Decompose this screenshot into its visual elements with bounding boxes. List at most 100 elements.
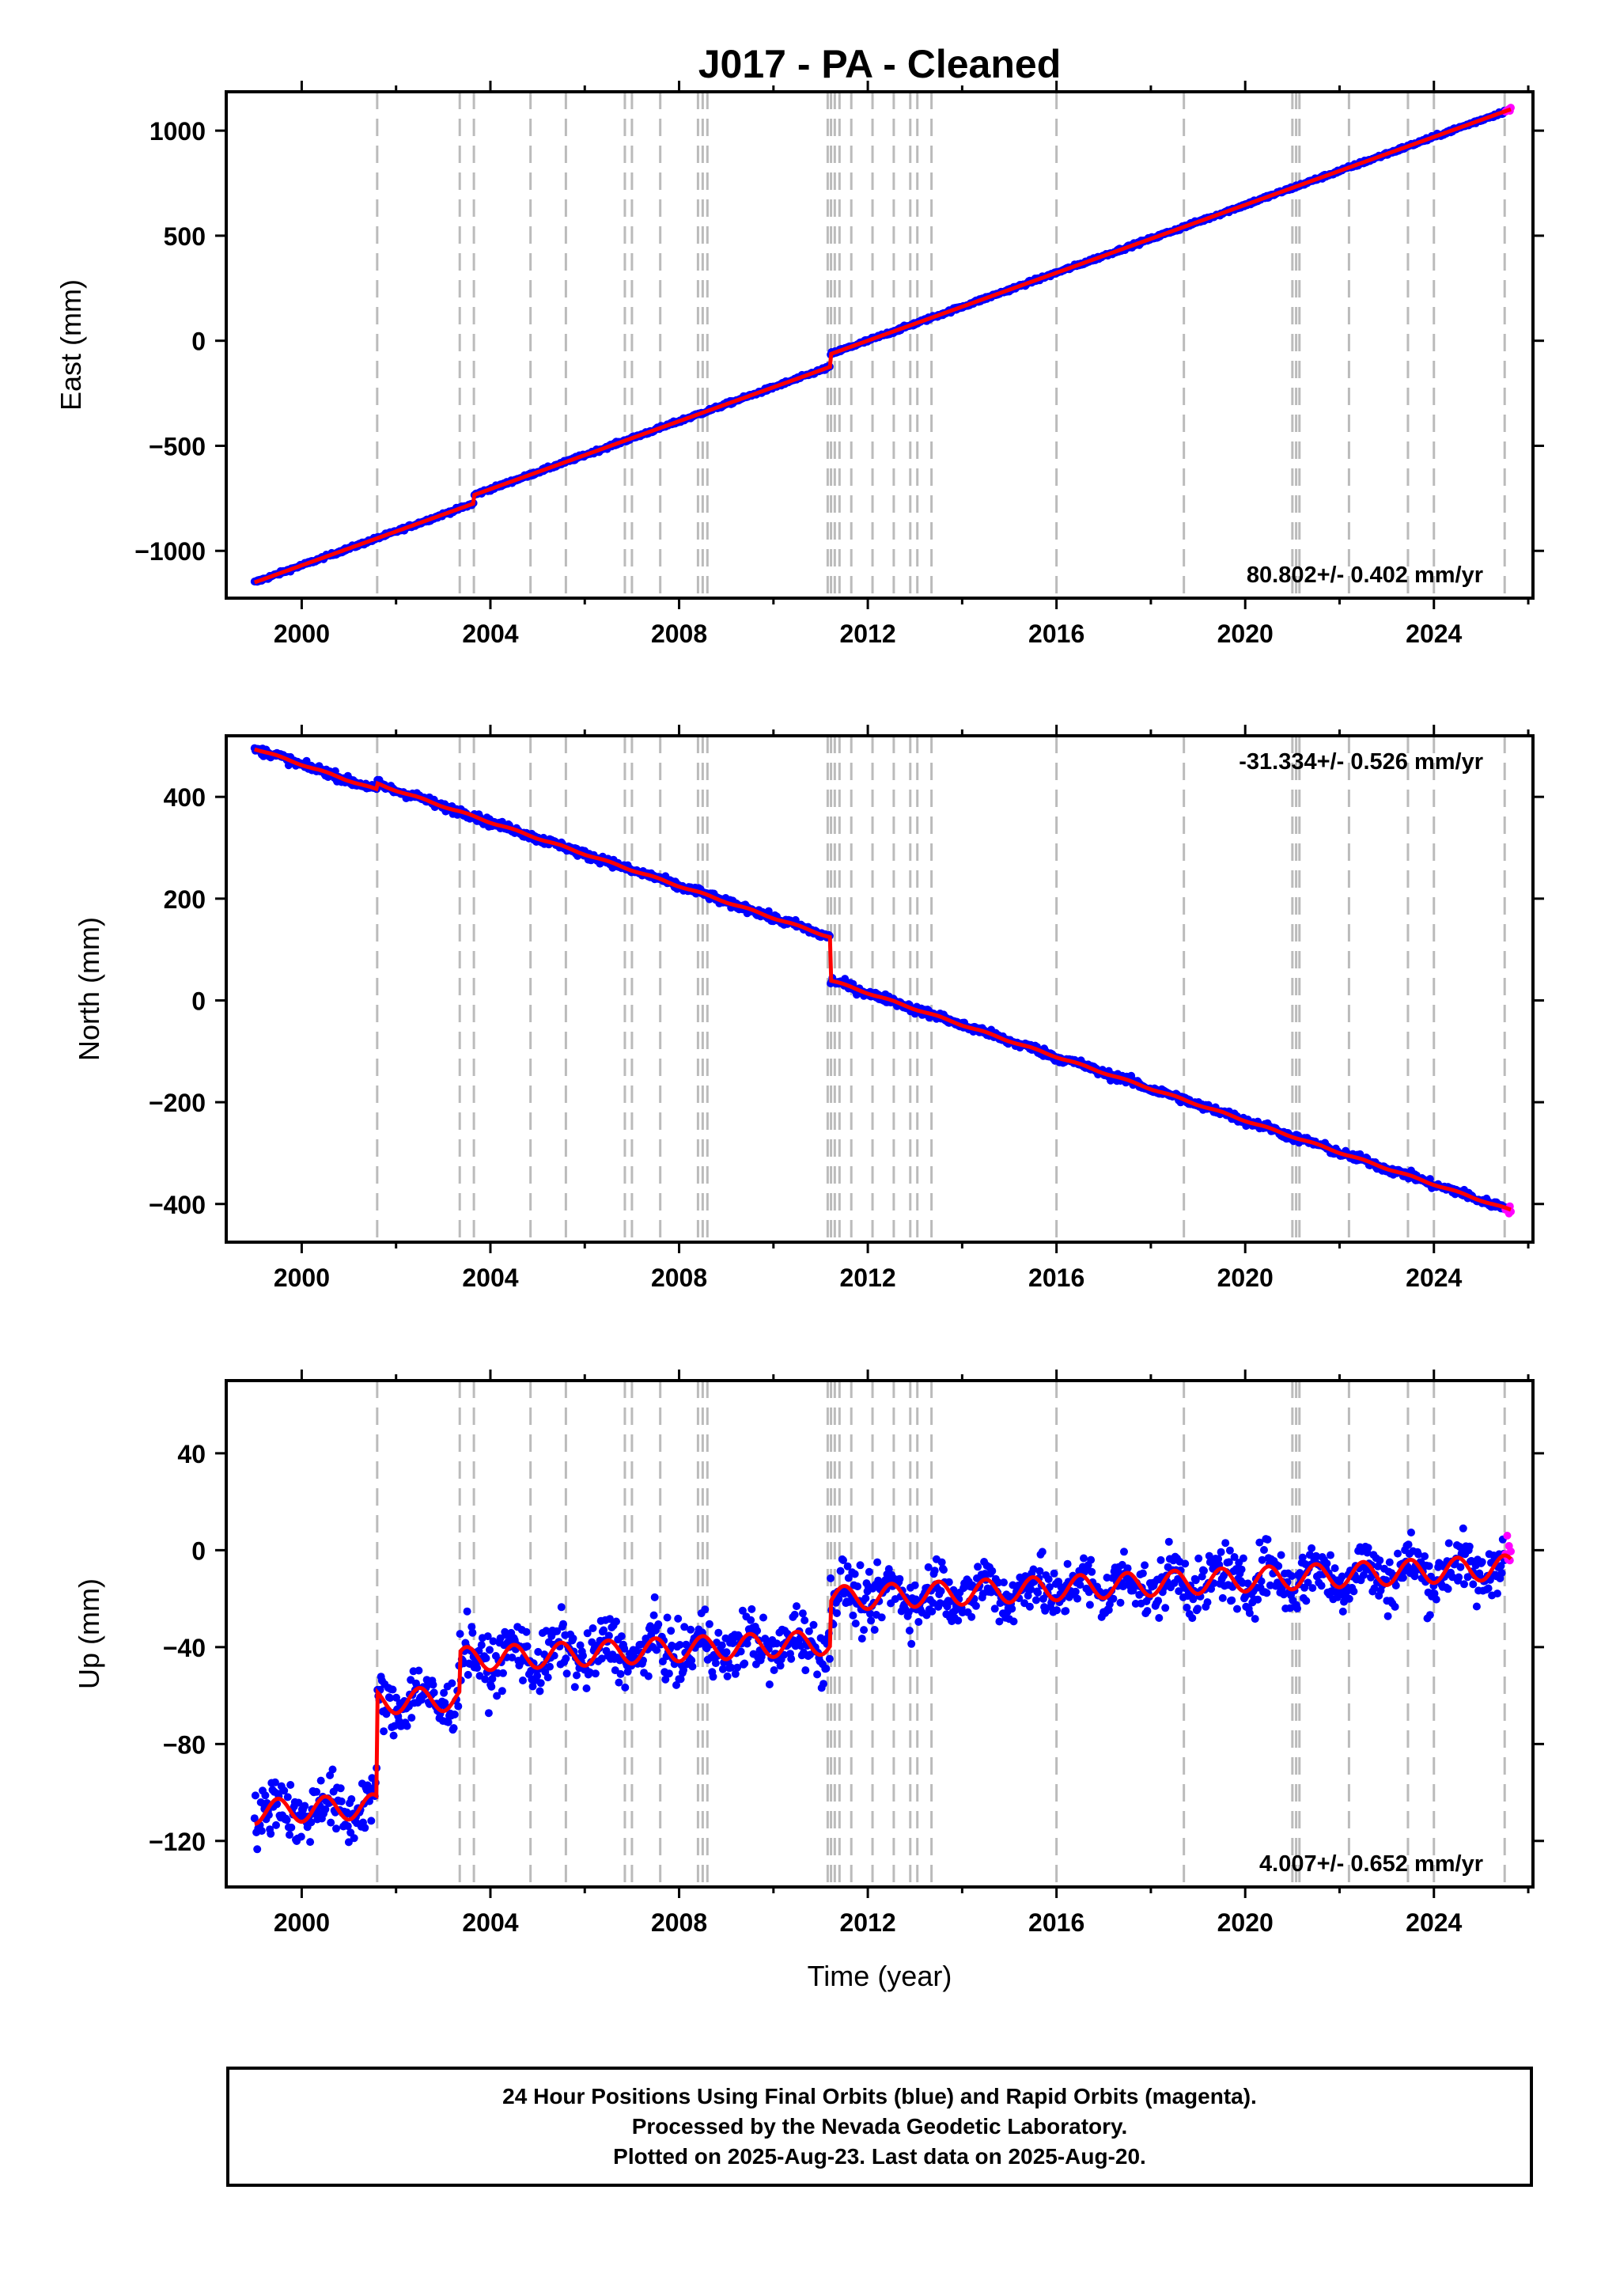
final-point-846 [1009,1617,1018,1626]
final-point-377 [589,1624,597,1632]
final-point-517 [714,1628,723,1637]
final-point-276 [498,1687,506,1695]
final-point-1183 [1311,1552,1320,1560]
final-point-363 [576,1641,585,1650]
final-point-531 [727,1663,736,1672]
final-point-105 [344,1838,353,1847]
final-point-1331 [1444,1539,1453,1548]
final-point-315 [533,1672,542,1680]
east-xtick-label-2012: 2012 [839,619,895,648]
final-point-1123 [1258,1555,1266,1564]
final-point-3 [253,1845,262,1854]
final-point-211 [440,1688,449,1697]
final-point-1274 [1394,1549,1402,1558]
north-ytick-label-1: −200 [149,1089,206,1117]
final-point-407 [615,1656,624,1665]
final-point-656 [839,1556,847,1564]
final-point-52 [297,1832,305,1841]
final-point-1115 [1251,1615,1259,1623]
final-point-1272 [1391,1582,1400,1589]
final-point-641 [825,1654,834,1663]
east-xtick-label-2008: 2008 [651,619,707,648]
final-point-915 [1071,1587,1080,1596]
final-point-522 [718,1665,727,1673]
final-point-1172 [1302,1597,1311,1605]
final-point-409 [617,1632,626,1641]
final-point-560 [753,1627,762,1635]
final-point-1286 [1404,1540,1413,1549]
final-point-1092 [1230,1553,1239,1561]
final-point-1019 [1164,1537,1173,1546]
final-point-579 [770,1666,778,1674]
final-point-1220 [1345,1594,1353,1603]
chart-title: J017 - PA - Cleaned [698,42,1062,86]
final-point-873 [1034,1589,1043,1597]
final-point-446 [650,1593,659,1601]
final-point-1125 [1260,1546,1268,1554]
final-point-248 [473,1664,482,1673]
final-point-243 [468,1628,477,1637]
up-panel: 2000 2004 2008 2012 2016 2020 2024 −120 −80 −40 0 4… [73,1370,1544,1937]
final-point-687 [867,1616,876,1625]
final-point-904 [1062,1607,1070,1616]
north-ytick-label-3: 200 [164,885,206,914]
final-point-871 [1031,1596,1040,1605]
final-point-448 [653,1646,660,1654]
north-xtick-label-2024: 2024 [1406,1264,1462,1292]
final-point-462 [664,1669,673,1678]
final-point-670 [851,1620,860,1627]
final-point-200 [430,1688,438,1697]
final-point-1354 [1465,1542,1474,1551]
final-point-931 [1085,1601,1094,1609]
final-point-1008 [1155,1614,1164,1622]
final-point-1045 [1188,1614,1197,1623]
final-point-488 [688,1662,697,1671]
final-point-183 [414,1666,423,1675]
final-point-952 [1104,1606,1113,1614]
final-point-347 [562,1654,570,1663]
final-point-906 [1063,1559,1072,1568]
final-point-830 [995,1617,1004,1626]
up-xtick-label-2008: 2008 [651,1908,707,1937]
final-point-1174 [1304,1578,1312,1587]
final-point-1 [251,1791,259,1800]
final-point-804 [971,1601,980,1610]
final-point-766 [937,1558,946,1567]
final-point-502 [701,1605,710,1614]
final-point-416 [623,1667,632,1676]
final-point-651 [835,1595,843,1603]
final-point-1118 [1254,1595,1262,1604]
final-point-627 [813,1670,822,1679]
final-point-1141 [1274,1562,1283,1570]
final-point-521 [717,1641,726,1650]
final-point-507 [705,1620,713,1628]
up-xtick-label-2024: 2024 [1406,1908,1462,1937]
final-point-1046 [1189,1595,1198,1604]
up-xtick-label-2012: 2012 [839,1908,895,1937]
final-point-1039 [1183,1603,1191,1612]
final-point-237 [463,1607,471,1616]
final-point-637 [822,1665,831,1673]
final-point-1358 [1469,1580,1478,1589]
final-point-229 [456,1630,464,1639]
final-point-299 [519,1677,527,1684]
final-point-371 [583,1629,592,1638]
final-point-37 [283,1793,292,1802]
final-point-1362 [1472,1602,1481,1611]
final-point-470 [672,1680,680,1689]
final-point-486 [687,1625,695,1634]
final-point-544 [738,1606,747,1615]
final-point-154 [388,1685,397,1694]
north-panel: 2000 2004 2008 2012 2016 2020 2024 −400 −200 0 200… [73,725,1544,1292]
final-point-844 [1008,1605,1016,1613]
rapid-point-1400 [1507,1547,1515,1555]
final-point-1051 [1194,1605,1202,1613]
footer-info-box: 24 Hour Positions Using Final Orbits (bl… [226,2067,1533,2187]
rapid-point-1396 [1503,1532,1512,1540]
east-ytick-label-4: 1000 [150,117,206,146]
final-point-342 [557,1603,566,1612]
final-point-49 [294,1798,303,1807]
final-point-1344 [1456,1563,1465,1571]
up-ytick-label-1: −80 [163,1730,206,1759]
